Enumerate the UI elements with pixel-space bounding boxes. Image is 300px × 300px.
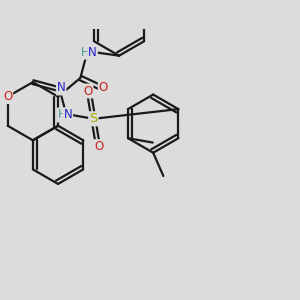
Text: S: S bbox=[89, 112, 98, 125]
Text: O: O bbox=[3, 90, 12, 103]
Text: N: N bbox=[57, 82, 65, 94]
Text: H: H bbox=[81, 46, 89, 59]
Text: H: H bbox=[58, 109, 66, 122]
Text: O: O bbox=[83, 85, 92, 98]
Text: O: O bbox=[99, 81, 108, 94]
Text: N: N bbox=[88, 46, 97, 59]
Text: N: N bbox=[63, 109, 72, 122]
Text: O: O bbox=[94, 140, 104, 153]
